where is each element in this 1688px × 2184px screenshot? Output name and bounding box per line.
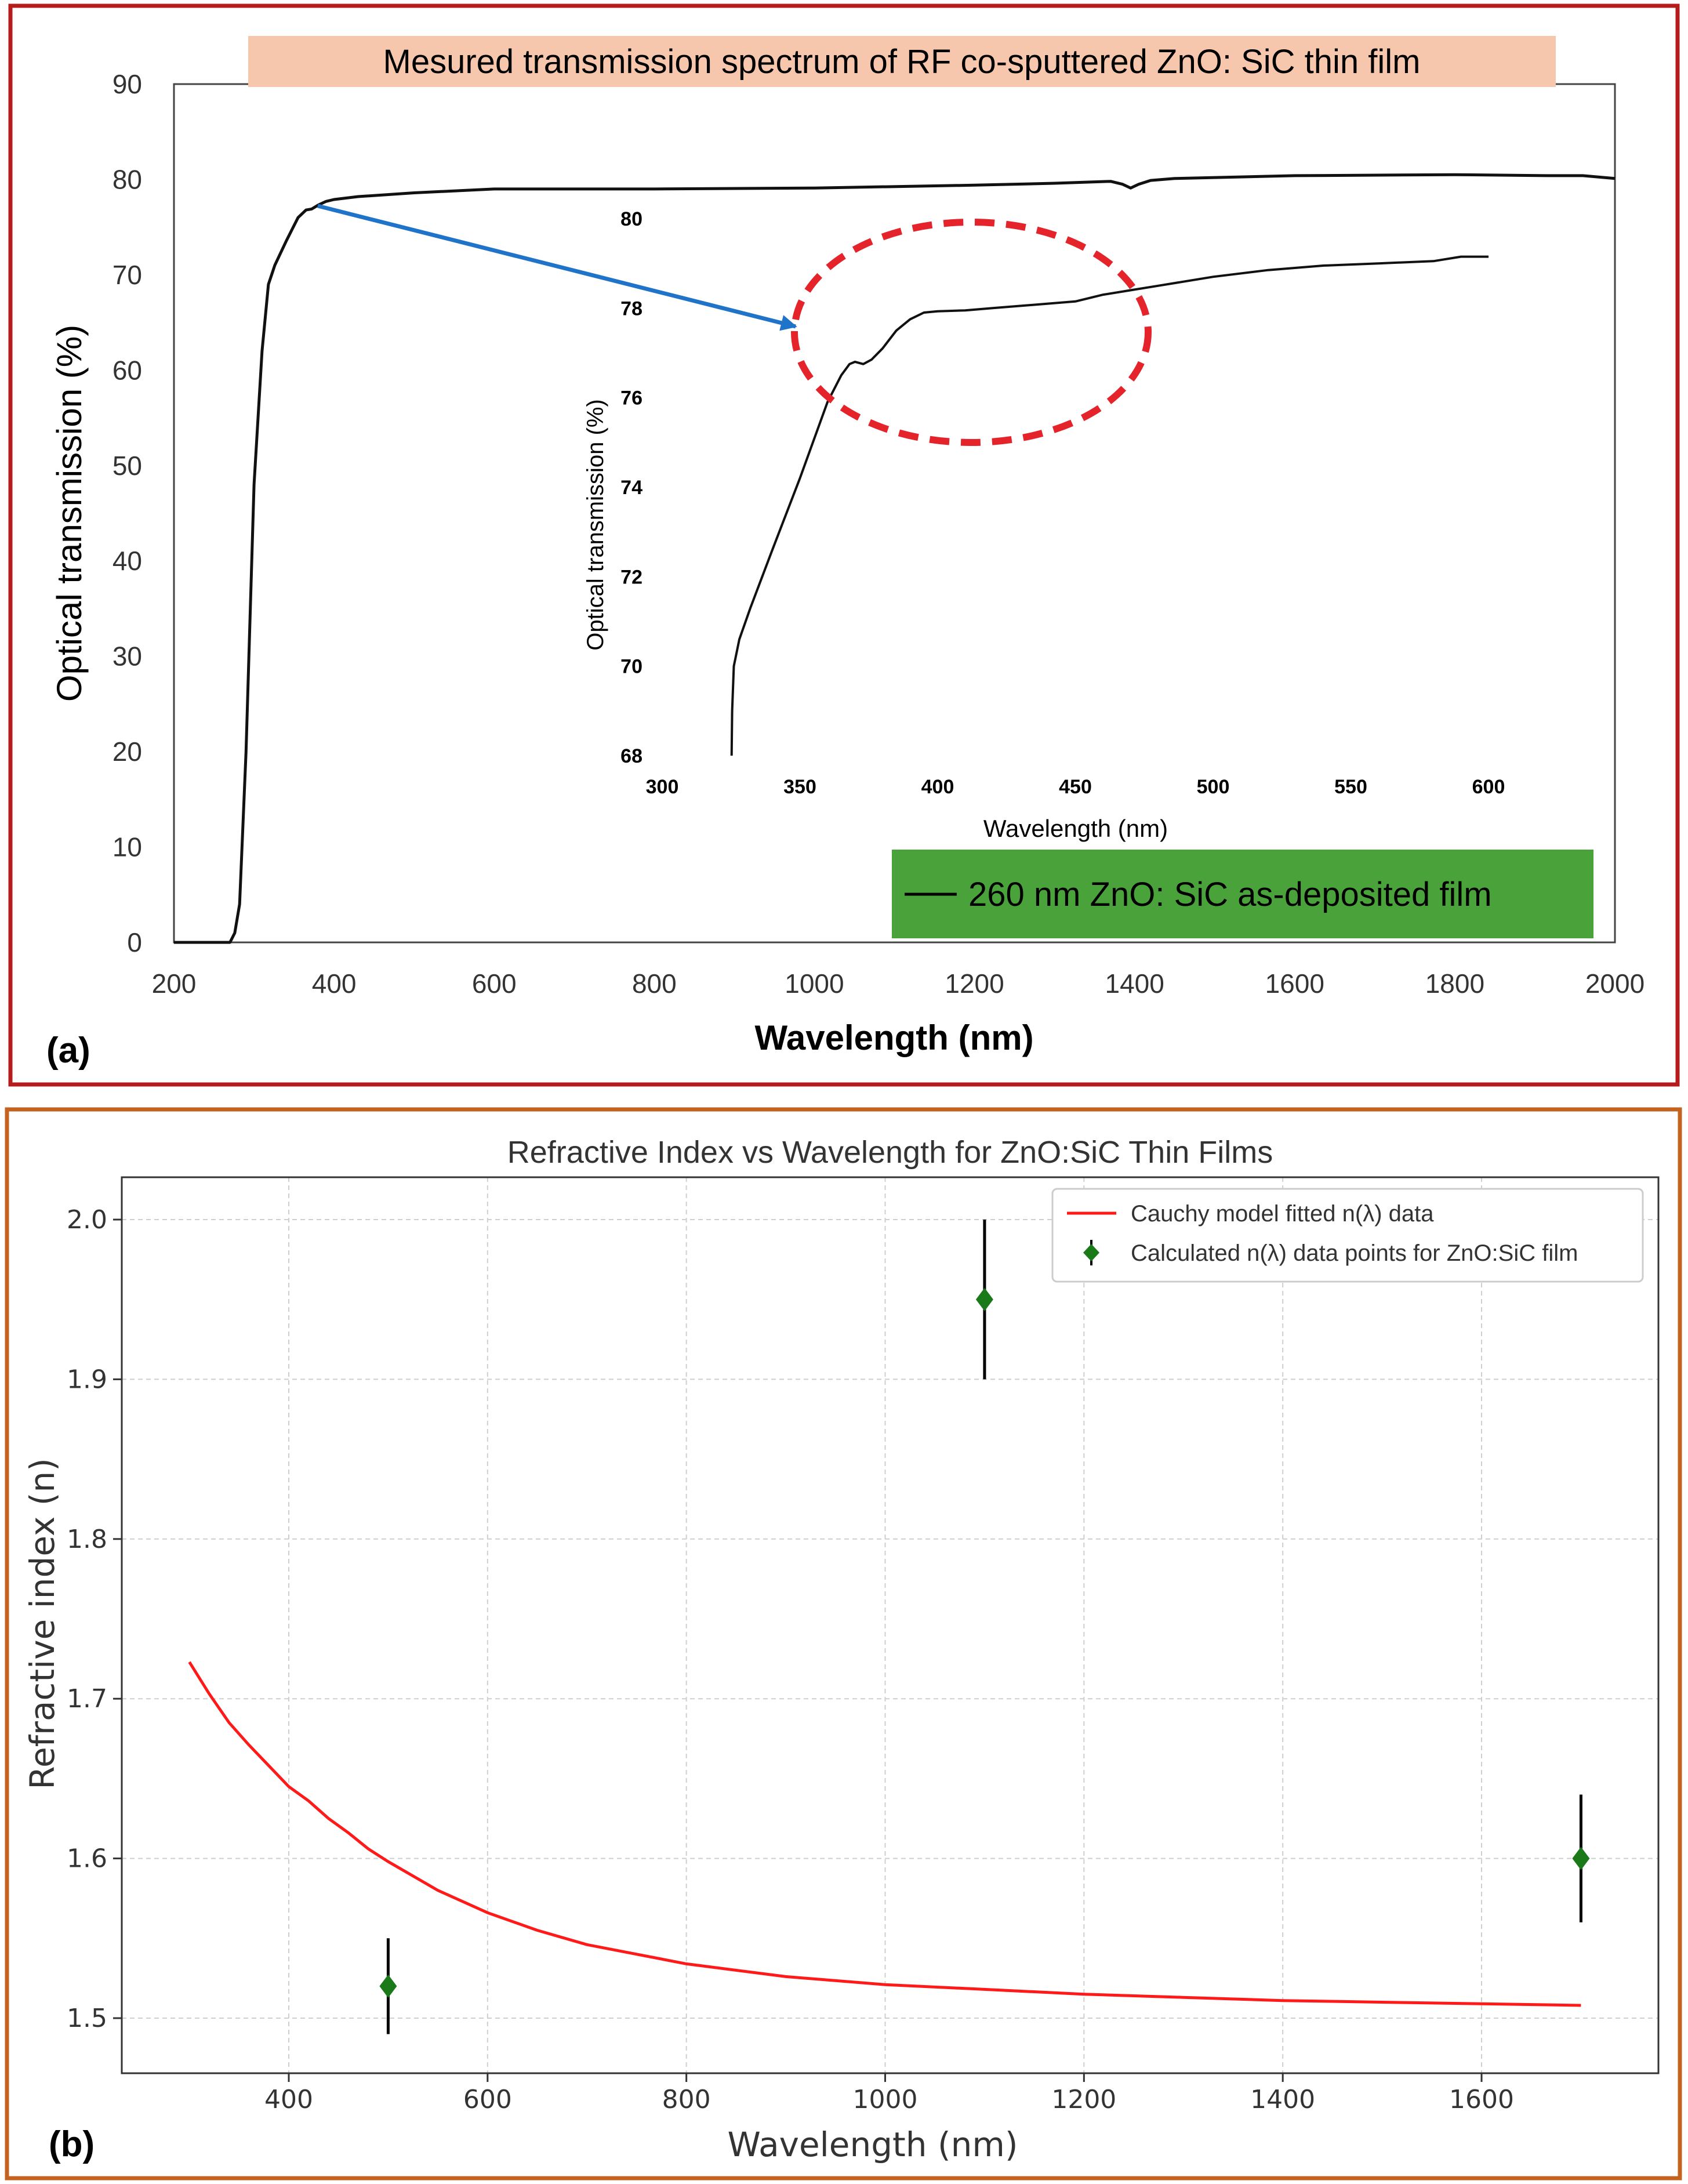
cauchy-fit-curve <box>188 1661 1581 2007</box>
inset-x-tick-label: 550 <box>1334 776 1367 798</box>
b-x-axis-label: Wavelength (nm) <box>727 2125 1018 2164</box>
main-transmission-line <box>174 173 1616 944</box>
b-y-tick-label: 1.8 <box>67 1525 107 1554</box>
main-x-tick-label: 1600 <box>1265 968 1324 999</box>
inset-y-tick-label: 74 <box>620 477 642 499</box>
main-y-tick-label: 40 <box>112 546 142 576</box>
legend-box <box>892 850 1593 938</box>
inset-y-tick-label: 70 <box>620 656 642 678</box>
inset-y-tick-label: 72 <box>620 566 642 588</box>
panel-b-tag: (b) <box>49 2124 95 2164</box>
main-x-tick-label: 1400 <box>1105 968 1164 999</box>
panel-b-frame <box>5 1107 1682 2181</box>
b-legend-point-marker <box>1083 1244 1099 1261</box>
inset-y-axis-label: Optical transmission (%) <box>583 399 608 650</box>
b-x-tick-label: 1600 <box>1449 2085 1514 2114</box>
inset-transmission-line <box>730 255 1489 756</box>
inset-background <box>571 203 1545 847</box>
main-y-tick-label: 50 <box>112 451 142 481</box>
b-y-tick-label: 1.7 <box>67 1684 107 1714</box>
b-y-tick-label: 1.9 <box>67 1365 107 1394</box>
data-point-marker <box>975 1287 993 1311</box>
main-y-tick-label: 10 <box>112 832 142 862</box>
inset-x-tick-label: 300 <box>646 776 679 798</box>
inset-ticks: 300 350 400 450 500 550 600 68 70 72 74 76 78 80 <box>620 208 1505 798</box>
panel-a-tag: (a) <box>46 1031 90 1071</box>
main-x-tick-label: 600 <box>472 968 517 999</box>
inset-x-tick-label: 600 <box>1472 776 1505 798</box>
b-legend-box <box>1051 1188 1644 1283</box>
main-x-tick-label: 200 <box>152 968 197 999</box>
main-x-tick-label: 1800 <box>1425 968 1484 999</box>
highlight-ellipse <box>791 219 1152 446</box>
inset-x-tick-label: 450 <box>1059 776 1092 798</box>
main-x-tick-label: 400 <box>312 968 357 999</box>
main-y-tick-label: 30 <box>112 641 142 672</box>
b-x-tick-label: 800 <box>662 2085 711 2114</box>
data-point-marker <box>379 1974 397 1998</box>
main-y-tick-label: 0 <box>127 927 142 957</box>
main-ticks: 200 400 600 800 1000 1200 1400 1600 1800 2000 0 10 2… <box>112 69 1645 999</box>
data-point-marker <box>1572 1846 1590 1870</box>
calculated-points <box>379 1220 1590 2034</box>
chart-title: Mesured transmission spectrum of RF co-s… <box>383 43 1421 81</box>
b-legend: Cauchy model fitted n(λ) data Calculated… <box>1051 1188 1644 1283</box>
inset-chart: 300 350 400 450 500 550 600 68 70 72 74 76 78 80 Opti… <box>571 203 1545 847</box>
main-y-tick-label: 90 <box>112 69 142 99</box>
b-y-tick-label: 2.0 <box>67 1205 107 1235</box>
inset-y-tick-label: 68 <box>620 745 642 767</box>
b-ticks: 400 600 800 1000 1200 1400 1600 1.5 1.6 1.7 1.8 1.9… <box>67 1205 1514 2114</box>
title-banner <box>248 36 1556 87</box>
main-x-axis-label: Wavelength (nm) <box>754 1018 1033 1057</box>
b-x-tick-label: 1200 <box>1051 2085 1116 2114</box>
inset-x-tick-label: 400 <box>921 776 954 798</box>
b-x-tick-label: 400 <box>264 2085 313 2114</box>
b-x-tick-label: 1400 <box>1250 2085 1315 2114</box>
b-legend-points-label: Calculated n(λ) data points for ZnO:SiC … <box>1131 1240 1578 1266</box>
b-y-tick-label: 1.5 <box>67 2004 107 2033</box>
b-grid <box>122 1177 1658 2073</box>
main-x-tick-label: 1200 <box>945 968 1004 999</box>
zoom-arrow <box>317 204 797 331</box>
inset-y-tick-label: 78 <box>620 298 642 320</box>
inset-x-tick-label: 350 <box>783 776 816 798</box>
main-x-tick-label: 1000 <box>785 968 844 999</box>
main-y-axis-label: Optical transmission (%) <box>50 325 89 702</box>
main-y-tick-label: 20 <box>112 737 142 767</box>
inset-x-axis-label: Wavelength (nm) <box>983 815 1168 842</box>
panel-b: Refractive Index vs Wavelength for ZnO:S… <box>5 1107 1682 2181</box>
main-x-tick-label: 800 <box>632 968 677 999</box>
b-y-axis-label: Refractive index (n) <box>23 1458 62 1790</box>
main-y-tick-label: 80 <box>112 164 142 194</box>
b-x-tick-label: 600 <box>463 2085 512 2114</box>
main-y-tick-label: 60 <box>112 355 142 385</box>
b-legend-fit-label: Cauchy model fitted n(λ) data <box>1131 1201 1434 1227</box>
main-y-tick-label: 70 <box>112 260 142 290</box>
inset-y-tick-label: 80 <box>620 208 642 230</box>
b-x-tick-label: 1000 <box>853 2085 918 2114</box>
legend-label: 260 nm ZnO: SiC as-deposited film <box>968 876 1492 913</box>
inset-x-tick-label: 500 <box>1197 776 1230 798</box>
main-x-tick-label: 2000 <box>1585 968 1645 999</box>
chart-title-b: Refractive Index vs Wavelength for ZnO:S… <box>507 1135 1273 1170</box>
inset-y-tick-label: 76 <box>620 387 642 409</box>
b-y-tick-label: 1.6 <box>67 1844 107 1874</box>
b-plot-area <box>121 1176 1660 2074</box>
panel-a: Mesured transmission spectrum of RF co-s… <box>8 3 1680 1087</box>
